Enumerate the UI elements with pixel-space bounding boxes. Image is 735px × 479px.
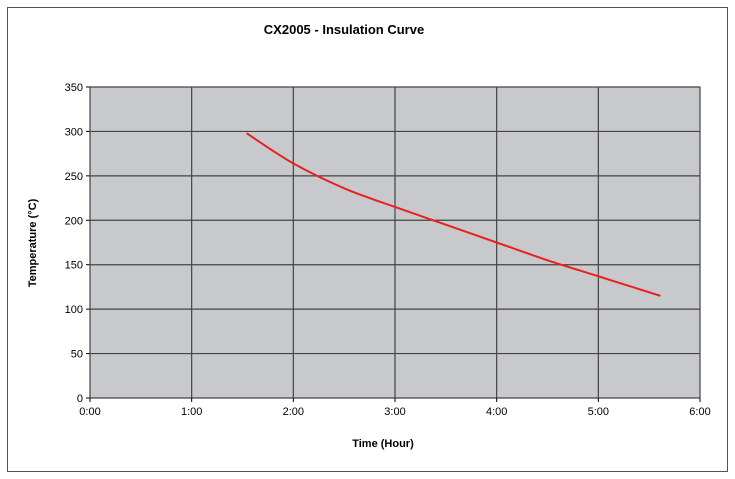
x-tick-label: 5:00 (588, 406, 609, 418)
y-tick-label: 250 (65, 171, 83, 183)
y-tick-label: 0 (77, 393, 83, 405)
x-tick-label: 3:00 (384, 406, 405, 418)
chart-title: CX2005 - Insulation Curve (264, 22, 424, 37)
x-axis-label: Time (Hour) (352, 438, 414, 450)
y-tick-label: 200 (65, 215, 83, 227)
series-line-insulation-curve (246, 132, 661, 297)
x-tick-label: 1:00 (181, 406, 202, 418)
x-tick-label: 4:00 (486, 406, 507, 418)
y-tick-label: 50 (71, 349, 83, 361)
x-tick-label: 6:00 (689, 406, 710, 418)
y-axis-label: Temperature (°C) (27, 198, 39, 287)
x-tick-label: 0:00 (79, 406, 100, 418)
y-tick-label: 150 (65, 260, 83, 272)
y-tick-label: 100 (65, 304, 83, 316)
y-tick-label: 350 (65, 82, 83, 94)
y-tick-label: 300 (65, 126, 83, 138)
x-tick-label: 2:00 (283, 406, 304, 418)
